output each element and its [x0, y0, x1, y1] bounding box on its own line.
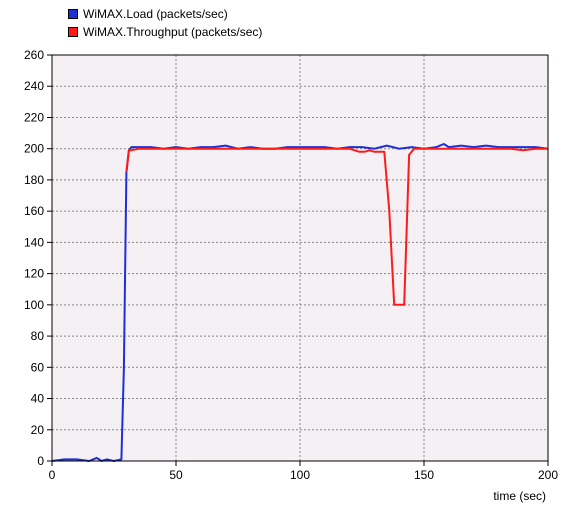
gridlines — [52, 55, 548, 461]
y-tick-label: 100 — [24, 298, 44, 312]
plot-area — [52, 55, 548, 461]
series-layer — [51, 143, 549, 462]
y-tick-label: 40 — [31, 392, 45, 406]
legend-item-load[interactable]: WiMAX.Load (packets/sec) — [68, 6, 262, 22]
x-tick-label: 50 — [169, 468, 183, 482]
x-tick-label: 150 — [414, 468, 434, 482]
axes: 0 20 40 60 80 100 120 140 160 180 200 220 240 260 0 50 1… — [24, 48, 558, 482]
y-tick-label: 80 — [31, 329, 45, 343]
y-tick-label: 240 — [24, 79, 44, 93]
series-line-throughput — [125, 147, 548, 306]
x-axis-title: time (sec) — [493, 489, 546, 503]
legend: WiMAX.Load (packets/sec) WiMAX.Throughpu… — [68, 6, 262, 42]
y-tick-label: 200 — [24, 142, 44, 156]
x-tick-label: 0 — [49, 468, 56, 482]
y-tick-label: 120 — [24, 267, 44, 281]
y-tick-label: 60 — [31, 360, 45, 374]
y-tick-label: 140 — [24, 235, 44, 249]
legend-label-load: WiMAX.Load (packets/sec) — [83, 7, 228, 21]
x-tick-label: 100 — [290, 468, 310, 482]
legend-swatch-throughput — [68, 27, 78, 37]
x-tick-label: 200 — [538, 468, 558, 482]
y-tick-label: 20 — [31, 423, 45, 437]
legend-label-throughput: WiMAX.Throughput (packets/sec) — [83, 25, 263, 39]
y-tick-label: 0 — [37, 454, 44, 468]
y-tick-label: 260 — [24, 48, 44, 62]
legend-item-throughput[interactable]: WiMAX.Throughput (packets/sec) — [68, 24, 262, 40]
legend-swatch-load — [68, 9, 78, 19]
y-tick-label: 180 — [24, 173, 44, 187]
y-tick-label: 160 — [24, 204, 44, 218]
y-tick-label: 220 — [24, 110, 44, 124]
